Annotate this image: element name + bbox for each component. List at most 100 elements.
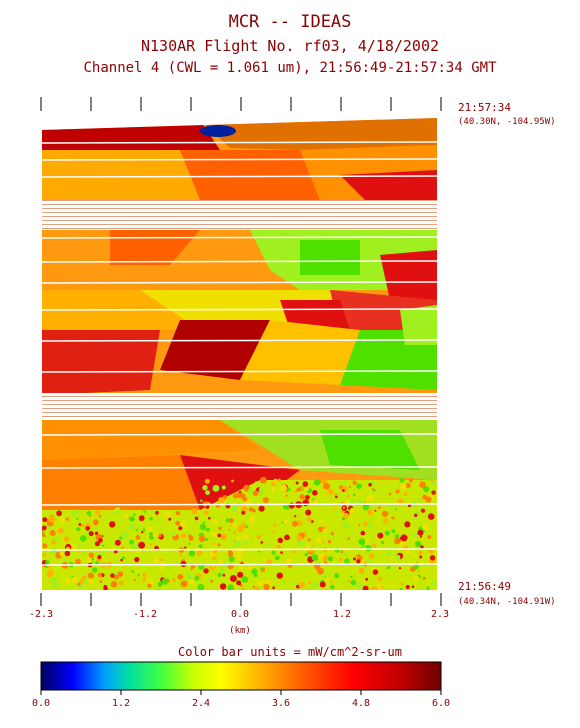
speckle	[84, 531, 91, 537]
speckle	[371, 487, 374, 490]
speckle	[428, 549, 434, 555]
speckle	[42, 533, 46, 538]
speckle	[114, 550, 118, 554]
color-bar-fill	[40, 661, 442, 691]
speckle	[352, 493, 356, 497]
speckle	[363, 521, 368, 527]
speckle	[88, 578, 93, 583]
speckle	[383, 518, 389, 524]
speckle	[284, 534, 290, 541]
speckle	[334, 510, 338, 515]
speckle	[341, 480, 346, 485]
speckle	[155, 510, 159, 515]
speckle	[76, 517, 79, 520]
speckle	[205, 538, 209, 542]
speckle	[178, 526, 183, 531]
speckle	[372, 543, 377, 548]
speckle	[411, 585, 415, 588]
speckle	[390, 505, 395, 510]
speckle	[350, 579, 356, 586]
speckle	[315, 537, 322, 544]
speckle	[135, 535, 141, 540]
speckle	[142, 528, 146, 532]
speckle	[149, 535, 154, 540]
speckle	[272, 586, 276, 590]
speckle	[120, 558, 123, 562]
speckle	[277, 537, 283, 543]
speckle	[138, 541, 146, 549]
speckle	[159, 558, 163, 562]
speckle	[131, 570, 135, 573]
speckle	[60, 516, 64, 521]
speckle	[49, 530, 56, 536]
speckle	[367, 509, 373, 516]
top-ticks	[40, 97, 442, 111]
speckle	[198, 544, 203, 549]
speckle	[362, 585, 369, 590]
speckle	[276, 544, 281, 550]
speckle	[319, 519, 323, 523]
speckle	[306, 517, 312, 522]
speckle	[225, 518, 230, 523]
scan-line	[41, 503, 438, 506]
speckle	[399, 587, 403, 590]
speckle	[219, 583, 227, 590]
speckle	[197, 583, 205, 590]
speckle	[404, 521, 411, 528]
patch	[42, 480, 437, 590]
speckle	[166, 579, 170, 583]
speckle	[205, 527, 210, 532]
speckle	[49, 569, 53, 574]
speckle	[202, 521, 206, 524]
speckle	[129, 516, 135, 522]
speckle	[403, 492, 408, 496]
speckle	[172, 578, 177, 583]
speckle	[356, 554, 361, 558]
speckle	[312, 581, 319, 589]
speckle	[260, 476, 267, 484]
speckle	[430, 479, 434, 483]
speckle	[386, 566, 391, 570]
speckle	[230, 537, 233, 541]
speckle	[390, 582, 395, 587]
speckle	[305, 545, 311, 551]
speckle	[203, 568, 209, 574]
speckle	[369, 553, 375, 559]
scan-line	[41, 175, 438, 178]
speckle	[121, 531, 128, 539]
speckle	[366, 559, 371, 564]
speckle	[417, 529, 424, 536]
patch	[42, 330, 160, 395]
speckle	[328, 570, 332, 574]
colorbar-tick-label: 4.8	[352, 698, 370, 709]
speckle	[372, 569, 379, 575]
speckle	[135, 528, 138, 531]
speckle	[50, 577, 58, 584]
speckle	[236, 483, 241, 489]
speckle	[280, 551, 283, 554]
speckle	[228, 551, 234, 557]
speckle	[281, 580, 285, 583]
speckle	[221, 485, 226, 490]
speckle	[249, 525, 252, 528]
speckle	[386, 549, 393, 556]
speckle	[305, 509, 312, 516]
speckle	[258, 550, 261, 553]
speckle	[283, 518, 289, 524]
speckle	[63, 536, 70, 542]
speckle	[191, 579, 195, 583]
speckle	[362, 503, 370, 511]
scan-line	[41, 236, 438, 239]
speckle	[161, 566, 165, 570]
speckle	[88, 531, 94, 537]
speckle	[75, 558, 81, 565]
speckle	[274, 493, 278, 497]
speckle	[294, 490, 297, 494]
speckle	[184, 546, 187, 549]
speckle	[252, 585, 256, 589]
speckle	[357, 524, 361, 527]
speckle	[204, 478, 210, 484]
speckle	[371, 586, 378, 590]
speckle	[298, 581, 305, 589]
speckle	[232, 493, 238, 499]
